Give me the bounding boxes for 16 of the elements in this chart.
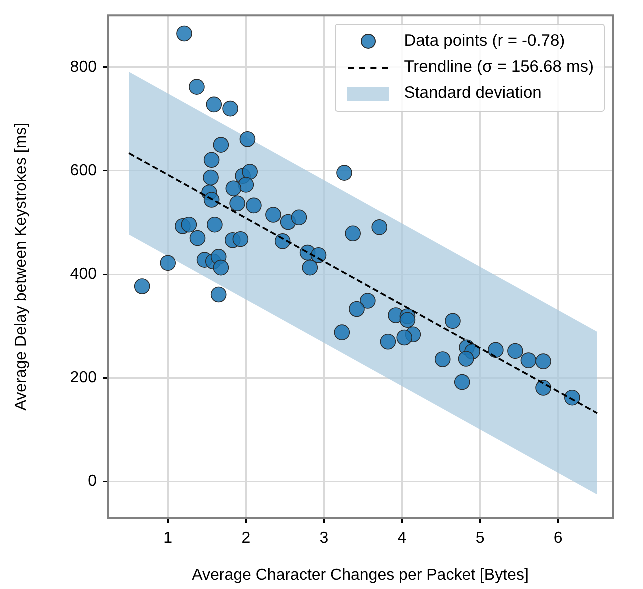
x-axis-title: Average Character Changes per Packet [Bytes]	[192, 566, 529, 584]
legend-label: Data points (r = -0.78)	[404, 32, 566, 52]
y-tick-label: 200	[70, 370, 98, 387]
annotation: Standard deviation	[404, 84, 542, 104]
x-tick-label: 2	[242, 530, 251, 548]
x-tick-label: 4	[398, 530, 407, 548]
y-tick-label: 600	[70, 162, 98, 180]
x-tick-label: 6	[554, 530, 563, 548]
legend-label: Trendline (σ = 156.68 ms)	[404, 58, 594, 78]
y-tick-label: 400	[70, 266, 98, 283]
x-tick-label: 1	[164, 530, 173, 548]
x-tick-label: 3	[320, 530, 329, 548]
y-tick-label: 800	[70, 58, 98, 76]
x-tick-label: 5	[476, 530, 485, 548]
y-tick-label: 0	[88, 473, 98, 490]
y-axis-title: Average Delay between Keystrokes [ms]	[13, 122, 30, 411]
